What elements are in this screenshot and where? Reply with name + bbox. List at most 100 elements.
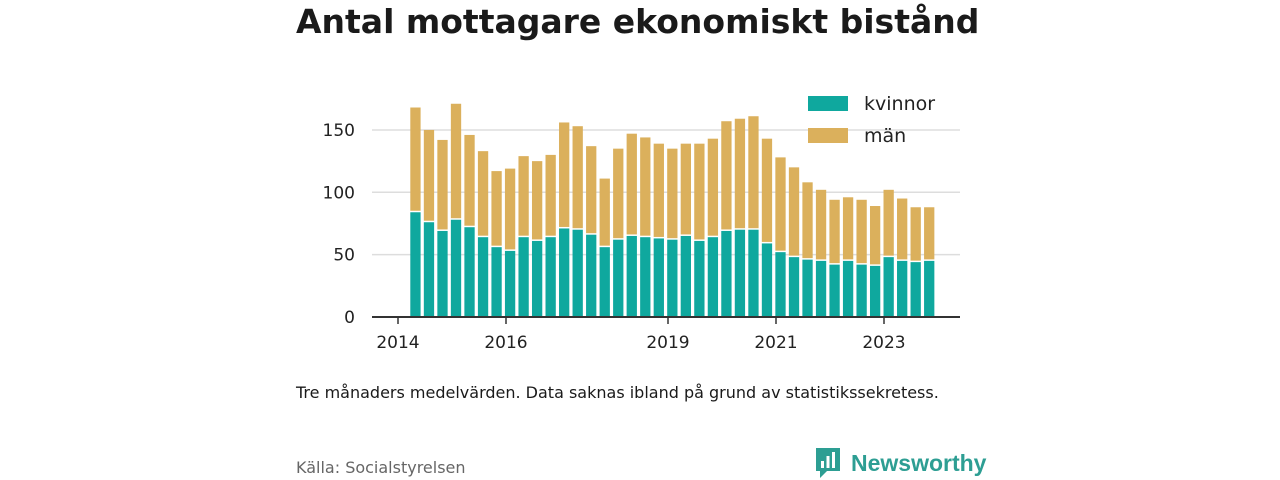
bar-group bbox=[653, 143, 664, 317]
bar-man bbox=[531, 161, 543, 240]
bar-man bbox=[775, 157, 786, 251]
bar-kvinnor bbox=[856, 264, 867, 317]
bar-kvinnor bbox=[775, 252, 786, 317]
bar-man bbox=[721, 121, 732, 230]
bar-man bbox=[545, 154, 556, 236]
bar-man bbox=[761, 138, 773, 242]
bar-kvinnor bbox=[613, 239, 624, 317]
bar-man bbox=[694, 143, 705, 240]
x-tick-label: 2014 bbox=[376, 333, 419, 353]
bar-group bbox=[802, 182, 813, 317]
bar-group bbox=[910, 207, 921, 317]
bar-kvinnor bbox=[477, 237, 489, 317]
bar-group bbox=[829, 199, 840, 317]
x-axis: 2014 2016 2019 2021 2023 bbox=[372, 316, 960, 353]
bar-man bbox=[599, 178, 610, 246]
bar-kvinnor bbox=[572, 229, 583, 317]
bar-kvinnor bbox=[667, 239, 678, 317]
bar-man bbox=[829, 199, 840, 264]
bar-group bbox=[572, 126, 583, 317]
bar-kvinnor bbox=[721, 230, 732, 317]
bar-man bbox=[477, 151, 489, 236]
bar-kvinnor bbox=[599, 247, 610, 317]
bar-man bbox=[653, 143, 664, 237]
brand-logo[interactable]: Newsworthy bbox=[814, 446, 986, 480]
bar-kvinnor bbox=[437, 230, 448, 317]
bar-man bbox=[897, 198, 908, 260]
bar-group bbox=[437, 139, 448, 317]
bar-man bbox=[667, 148, 678, 239]
bar-group bbox=[869, 206, 881, 317]
bar-man bbox=[518, 156, 529, 236]
y-tick-label: 50 bbox=[333, 246, 355, 266]
bar-man bbox=[613, 148, 624, 239]
bar-group bbox=[842, 197, 854, 317]
bar-group bbox=[815, 189, 827, 317]
bar-kvinnor bbox=[748, 229, 759, 317]
bar-group bbox=[423, 129, 435, 317]
bar-kvinnor bbox=[694, 240, 705, 317]
legend-label: män bbox=[864, 125, 906, 147]
bar-kvinnor bbox=[450, 219, 462, 317]
bar-man bbox=[883, 189, 894, 256]
bar-kvinnor bbox=[802, 259, 813, 317]
legend-swatch bbox=[808, 128, 848, 143]
legend-label: kvinnor bbox=[864, 93, 935, 115]
bar-group bbox=[856, 199, 867, 317]
bar-group bbox=[504, 168, 516, 317]
newsworthy-logo-icon bbox=[816, 448, 840, 478]
bar-man bbox=[559, 122, 570, 227]
bar-kvinnor bbox=[829, 264, 840, 317]
bar-group bbox=[748, 116, 759, 317]
x-tick-label: 2019 bbox=[646, 333, 689, 353]
bar-group bbox=[721, 121, 732, 317]
bar-kvinnor bbox=[707, 237, 719, 317]
bar-group bbox=[883, 189, 894, 317]
bar-man bbox=[491, 171, 502, 246]
bar-kvinnor bbox=[423, 222, 435, 317]
bar-kvinnor bbox=[924, 260, 935, 317]
bar-kvinnor bbox=[559, 228, 570, 317]
y-tick-label: 0 bbox=[344, 308, 355, 328]
bar-group bbox=[761, 138, 773, 317]
bar-man bbox=[748, 116, 759, 229]
source-label: Källa: Socialstyrelsen bbox=[296, 458, 466, 477]
bar-group bbox=[450, 103, 462, 317]
bar-man bbox=[815, 189, 827, 260]
bar-man bbox=[924, 207, 935, 260]
bar-kvinnor bbox=[586, 234, 597, 317]
bar-kvinnor bbox=[897, 260, 908, 317]
bar-group bbox=[559, 122, 570, 317]
bar-kvinnor bbox=[815, 260, 827, 317]
bar-group bbox=[680, 143, 691, 317]
chart-title: Antal mottagare ekonomiskt bistånd bbox=[296, 2, 980, 41]
bar-group bbox=[464, 134, 475, 317]
bar-group bbox=[897, 198, 908, 317]
bar-kvinnor bbox=[680, 235, 691, 317]
bar-kvinnor bbox=[504, 250, 516, 317]
bar-group bbox=[788, 167, 800, 317]
y-axis-ticks: 0 50 100 150 bbox=[323, 121, 355, 328]
bar-group bbox=[775, 157, 786, 317]
bar-man bbox=[734, 118, 746, 229]
bar-kvinnor bbox=[410, 212, 421, 317]
bar-man bbox=[464, 134, 475, 226]
bar-group bbox=[667, 148, 678, 317]
brand-name: Newsworthy bbox=[851, 449, 987, 476]
bar-group bbox=[586, 146, 597, 317]
bar-kvinnor bbox=[531, 240, 543, 317]
bar-man bbox=[910, 207, 921, 261]
legend: kvinnor män bbox=[808, 93, 935, 147]
x-tick-label: 2021 bbox=[754, 333, 797, 353]
bar-man bbox=[437, 139, 448, 230]
legend-swatch bbox=[808, 96, 848, 111]
bar-man bbox=[586, 146, 597, 234]
bar-man bbox=[856, 199, 867, 264]
bar-man bbox=[788, 167, 800, 256]
bar-kvinnor bbox=[842, 260, 854, 317]
bar-man bbox=[802, 182, 813, 259]
bar-kvinnor bbox=[910, 262, 921, 317]
bar-kvinnor bbox=[640, 237, 651, 317]
y-tick-label: 150 bbox=[323, 121, 355, 141]
bar-group bbox=[694, 143, 705, 317]
